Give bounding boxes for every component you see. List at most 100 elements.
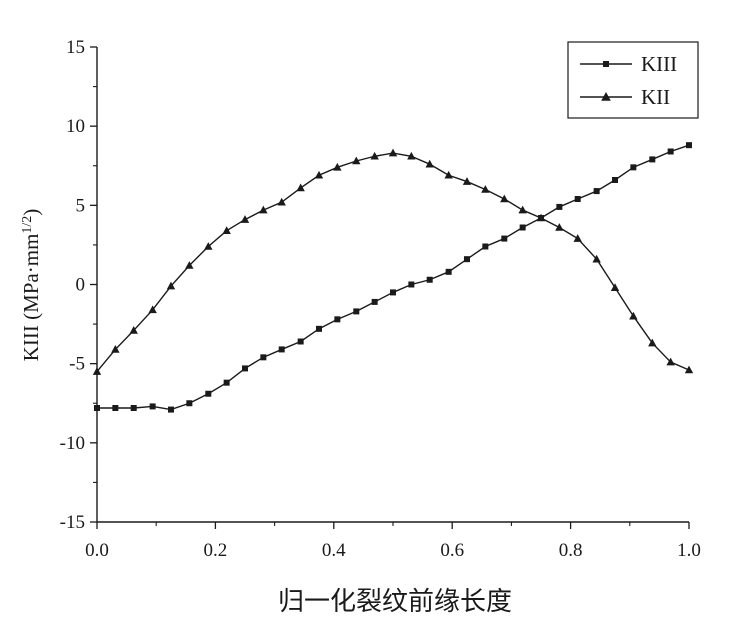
data-point-kiii — [334, 316, 341, 323]
data-point-kii — [222, 226, 231, 234]
legend-marker-kii — [601, 91, 611, 101]
data-point-kiii — [112, 405, 119, 411]
y-tick-label: -10 — [60, 433, 85, 454]
data-point-kiii — [149, 403, 156, 410]
data-point-kii — [444, 170, 453, 179]
data-point-kii — [185, 261, 194, 269]
data-point-kii — [148, 305, 157, 314]
data-point-kiii — [371, 298, 378, 305]
data-point-kii — [592, 254, 601, 263]
data-point-kii — [314, 170, 324, 179]
data-point-kiii — [94, 405, 100, 411]
data-point-kiii — [390, 289, 396, 296]
y-tick-label: 0 — [76, 275, 86, 296]
data-point-kiii — [612, 177, 618, 183]
data-point-kii — [296, 183, 305, 192]
x-tick-label: 1.0 — [677, 540, 701, 561]
data-point-kiii — [593, 188, 600, 195]
axes — [90, 46, 690, 529]
data-point-kiii — [482, 243, 489, 250]
x-tick-label: 0.6 — [440, 540, 464, 561]
x-tick-label: 0.2 — [204, 540, 228, 561]
data-point-kii — [111, 345, 120, 353]
data-point-kiii — [205, 390, 212, 397]
series-kiii — [94, 142, 692, 413]
data-point-kii — [666, 357, 675, 366]
series-group — [92, 142, 694, 413]
data-point-kii — [481, 185, 490, 193]
data-point-kiii — [519, 224, 526, 231]
data-point-kii — [129, 326, 138, 334]
y-axis-title-close: ) — [19, 209, 43, 216]
y-axis-title-main: KIII (MPa·mm — [19, 234, 43, 362]
data-point-kiii — [667, 148, 674, 155]
x-tick-label: 0.0 — [85, 540, 109, 561]
data-point-kii — [684, 365, 694, 374]
data-point-kii — [500, 194, 509, 203]
x-tick-labels: 0.0 0.2 0.4 0.6 0.8 1.0 — [85, 540, 701, 561]
data-point-kii — [240, 215, 250, 223]
data-point-kiii — [316, 325, 322, 332]
data-point-kiii — [223, 379, 230, 386]
data-point-kiii — [278, 346, 285, 353]
data-point-kii — [277, 197, 286, 206]
data-point-kiii — [426, 276, 433, 283]
legend-item-kii: KII — [580, 85, 670, 109]
data-point-kii — [388, 148, 398, 157]
data-point-kii — [92, 367, 102, 375]
data-point-kiii — [649, 156, 656, 163]
data-point-kiii — [168, 406, 174, 413]
y-tick-label: 10 — [66, 116, 85, 137]
data-point-kiii — [242, 365, 248, 372]
data-point-kii — [610, 283, 620, 291]
legend-items: KIII KII — [580, 52, 677, 109]
data-point-kii — [629, 311, 638, 320]
data-point-kiii — [445, 268, 452, 275]
y-tick-label: -15 — [60, 512, 85, 533]
data-point-kiii — [408, 281, 415, 288]
x-axis-title: 归一化裂纹前缘长度 — [278, 587, 512, 617]
data-point-kii — [573, 234, 582, 242]
data-point-kiii — [686, 142, 692, 149]
x-tick-label: 0.8 — [559, 540, 583, 561]
data-point-kii — [166, 281, 176, 290]
x-tick-label: 0.4 — [322, 540, 346, 561]
data-point-kiii — [556, 203, 563, 210]
data-point-kii — [536, 213, 546, 222]
legend: KIII KII — [567, 41, 699, 119]
data-point-kii — [555, 223, 564, 231]
y-tick-label: 5 — [76, 195, 86, 216]
data-point-kiii — [464, 256, 470, 263]
data-point-kiii — [186, 400, 193, 407]
data-point-kii — [648, 338, 657, 347]
data-point-kii — [352, 156, 361, 165]
data-point-kiii — [501, 235, 508, 242]
data-point-kii — [518, 205, 527, 214]
legend-label-kiii: KIII — [641, 52, 677, 76]
data-point-kiii — [630, 164, 637, 171]
y-tick-label: 15 — [66, 37, 85, 58]
data-point-kii — [204, 242, 213, 250]
y-axis-title-superscript: 1/2 — [20, 216, 35, 234]
data-point-kii — [407, 151, 416, 160]
y-tick-label: -5 — [69, 354, 85, 375]
series-kii — [92, 148, 694, 375]
legend-marker-kiii — [603, 61, 609, 67]
data-point-kiii — [574, 196, 581, 202]
data-point-kiii — [297, 338, 304, 345]
data-point-kiii — [130, 405, 137, 411]
data-point-kiii — [353, 308, 360, 315]
legend-item-kiii: KIII — [580, 52, 677, 76]
data-point-kiii — [260, 354, 267, 361]
y-axis-title: KIII (MPa·mm1/2) — [19, 209, 43, 362]
data-point-kii — [425, 159, 434, 168]
data-point-kii — [333, 162, 342, 171]
data-point-kii — [462, 177, 472, 185]
y-tick-labels: 15 10 5 0 -5 -10 -15 — [60, 37, 85, 533]
legend-box — [567, 41, 699, 119]
legend-label-kii: KII — [641, 85, 670, 109]
data-point-kii — [370, 151, 379, 160]
data-point-kii — [259, 205, 268, 214]
